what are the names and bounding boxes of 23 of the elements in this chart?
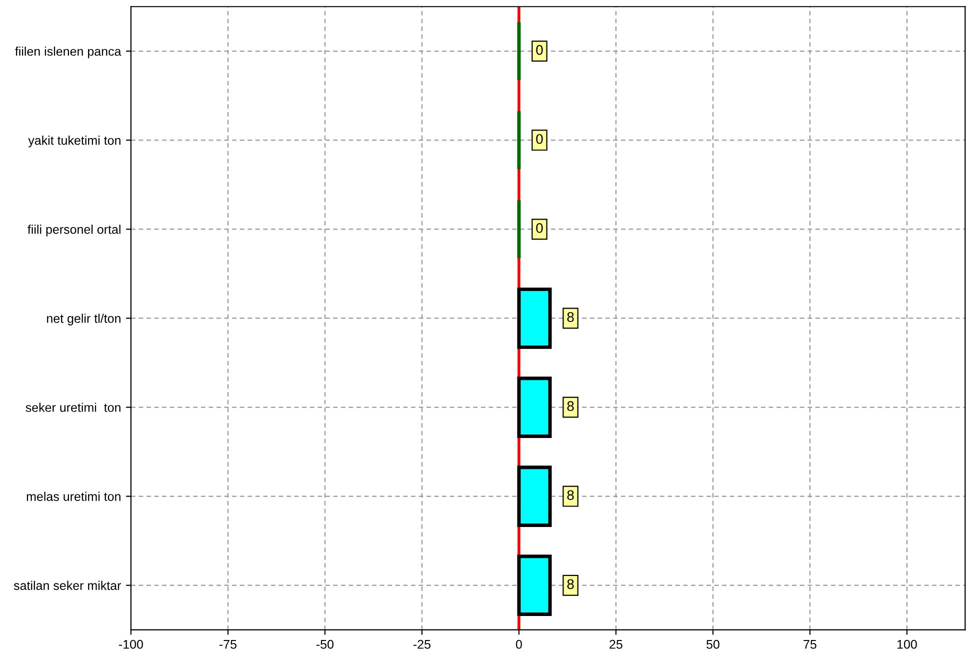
x-tick-label: 0 xyxy=(516,640,522,649)
data-label: 0 xyxy=(536,45,543,55)
x-tick-label: -50 xyxy=(316,640,334,649)
x-tick-label: 25 xyxy=(610,640,622,649)
y-tick-label: melas uretimi ton xyxy=(26,492,120,501)
x-tick-label: 50 xyxy=(706,640,720,649)
data-label: 8 xyxy=(567,312,574,322)
data-label: 0 xyxy=(536,134,543,144)
y-tick-label: yakit tuketimi ton xyxy=(28,136,120,148)
y-tick-label: net gelir tl/ton xyxy=(47,314,120,326)
y-tick-label: fiili personel ortal xyxy=(28,224,120,236)
data-label: 0 xyxy=(536,223,543,233)
y-tick-label: fiilen islenen panca xyxy=(15,46,122,58)
x-tick-label: -100 xyxy=(118,640,143,649)
data-label: 8 xyxy=(567,401,574,411)
data-label: 8 xyxy=(567,579,574,590)
x-tick-label: -75 xyxy=(219,640,236,649)
x-tick-label: 75 xyxy=(804,640,816,649)
y-tick-label: seker uretimi ton xyxy=(26,402,120,412)
data-label: 8 xyxy=(567,490,574,500)
x-tick-label: -25 xyxy=(413,640,430,649)
x-tick-label: 100 xyxy=(897,640,917,649)
y-tick-label: satilan seker miktar xyxy=(14,580,122,590)
